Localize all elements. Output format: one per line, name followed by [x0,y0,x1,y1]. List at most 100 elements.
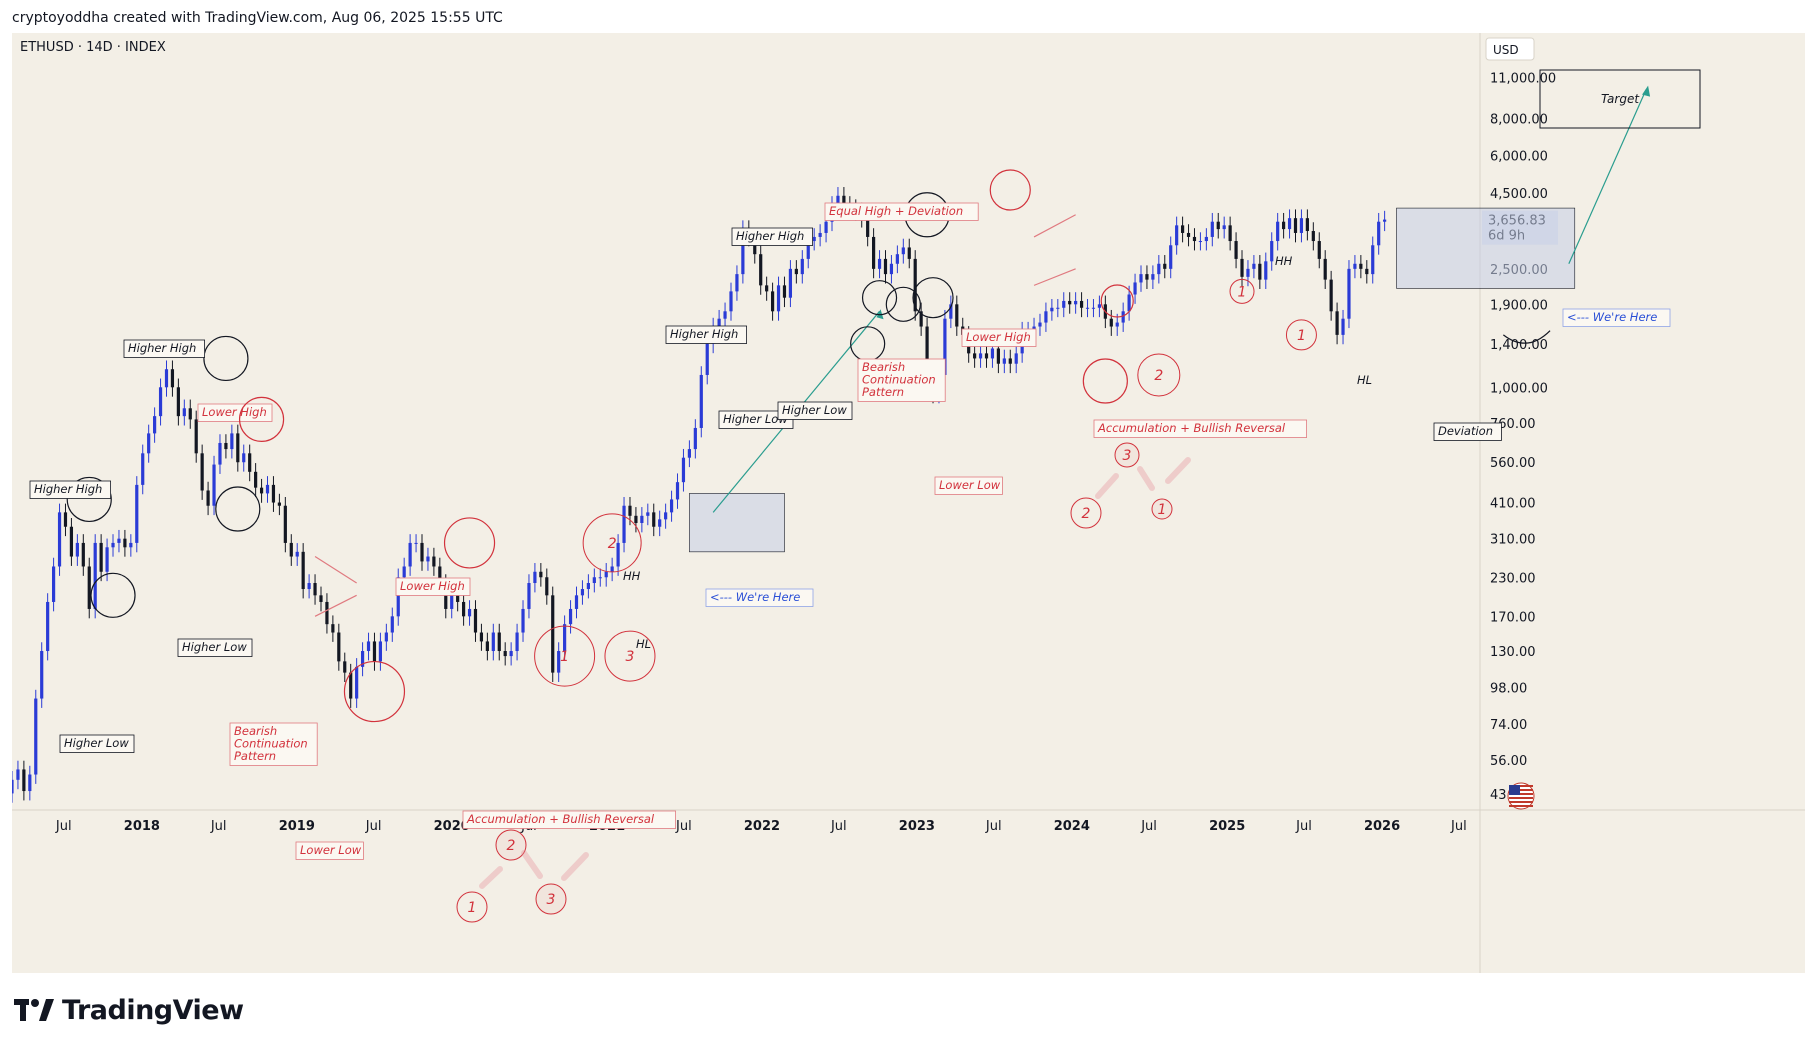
candle-body [236,433,240,463]
price-chart[interactable]: ETHUSD · 14D · INDEX USD11,000.008,000.00… [12,33,1805,973]
candle-body [384,632,388,642]
candle [1377,212,1381,255]
candle [984,344,989,368]
y-tick-label: 1,400.00 [1490,338,1548,353]
higher-low-marker [885,286,921,322]
candle [759,245,763,295]
candle-body [153,416,157,434]
candle [586,574,590,599]
candle-body [521,608,525,633]
candle [414,534,418,553]
candle [1341,309,1345,345]
candle [895,245,899,274]
candle [63,503,68,537]
candle-body [360,651,365,667]
accumulation-range-box [689,493,785,553]
candle-body [182,408,186,417]
annotation-label-box [29,480,111,499]
annotation-label: Lower High [395,577,471,596]
candle [1234,232,1238,269]
candle [901,238,905,264]
candle-body [1270,241,1274,262]
currency-button[interactable]: USD [1485,37,1535,61]
candle-body [1198,241,1203,243]
candle [1062,292,1066,318]
annotation-label-text: Lower High [966,330,1031,344]
candle [218,434,222,474]
candle-body [325,601,329,625]
candle-body [444,583,448,609]
candle [313,574,317,605]
candle-body [598,577,602,579]
candle-body [973,353,977,359]
candle [664,503,668,529]
candle [325,593,329,634]
candle-body [545,577,549,596]
y-tick-label: 1,000.00 [1490,381,1548,396]
candle [147,424,151,463]
candle [12,771,14,803]
candle-body [242,453,246,463]
annotation-label-box [1433,422,1502,441]
candle [889,255,894,284]
chart-area[interactable]: ETHUSD · 14D · INDEX USD 11,000.00 8,000.00… [12,33,1805,973]
candle-body [812,236,816,242]
candle-body [1204,236,1208,242]
candle-body [456,595,460,602]
candle-body [16,769,20,780]
candle-body [1145,274,1149,280]
candle [729,282,733,321]
candle-body [420,542,424,562]
candle [1317,232,1321,269]
candle [75,534,79,566]
candle-body [390,616,394,633]
candle-body [604,571,608,578]
candle [259,478,264,503]
candle [545,568,549,605]
number-marker: 1 [1229,278,1255,304]
candle [366,632,371,661]
reversal-arrow [479,866,503,889]
number-marker-text: 1 [1297,328,1306,344]
candle [158,378,163,426]
candle [955,295,959,336]
candle [919,302,923,336]
candle [129,534,133,557]
candle-body [788,268,793,298]
candle [1258,255,1262,290]
candle [1305,209,1309,241]
candle-body [188,408,192,420]
candle-body [717,318,721,327]
candle [913,250,917,321]
candle-body [1299,218,1304,233]
candle [788,260,793,308]
currency-button-bg[interactable] [1485,37,1535,61]
number-marker-circle [456,891,488,923]
number-marker-circle [1070,497,1102,529]
candle [1335,302,1339,345]
candle-body [1079,300,1084,308]
candle-body [164,369,169,388]
candle [1282,212,1286,239]
candle [765,276,769,301]
candle-body [81,542,85,567]
candle [622,496,626,553]
us-flag-icon[interactable] [1507,782,1535,810]
candle-body [461,601,466,617]
annotation-label-text: Lower Low [300,843,362,857]
annotation-label: Lower Low [295,841,364,860]
x-tick-label: 2019 [279,819,315,834]
annotation-label: Deviation [1433,422,1502,441]
candle-body [141,453,145,485]
annotation-label-text: Higher High [670,327,738,341]
candle-body [770,291,775,312]
candle-body [57,512,62,567]
candle-body [1305,218,1309,232]
candle-body [1282,221,1286,230]
candle [1180,216,1185,243]
annotation-label-text: <--- We're Here [1567,310,1657,324]
candle [1097,295,1102,318]
candle-body [1293,218,1298,233]
candle-body [265,484,270,494]
candle [551,586,555,682]
